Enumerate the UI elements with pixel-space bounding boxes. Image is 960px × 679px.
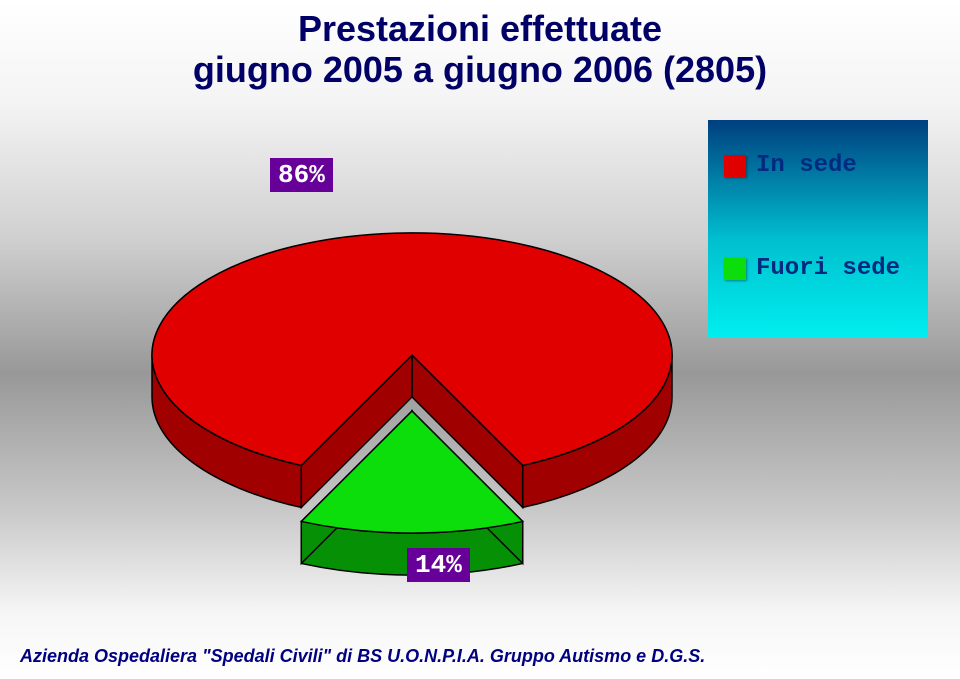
slice-label-14: 14%: [407, 548, 470, 582]
footer-text: Azienda Ospedaliera "Spedali Civili" di …: [0, 646, 705, 667]
pie-chart: [112, 185, 712, 605]
title-line-2: giugno 2005 a giugno 2006 (2805): [193, 49, 767, 90]
legend-label-fuori-sede: Fuori sede: [756, 255, 900, 282]
legend-swatch-in-sede: [724, 155, 746, 177]
legend-item-in-sede: In sede: [708, 120, 928, 179]
title-line-1: Prestazioni effettuate: [298, 8, 662, 49]
slice-label-86: 86%: [270, 158, 333, 192]
legend-item-fuori-sede: Fuori sede: [708, 179, 928, 282]
legend-swatch-fuori-sede: [724, 258, 746, 280]
chart-background: Prestazioni effettuate giugno 2005 a giu…: [0, 0, 960, 679]
legend-label-in-sede: In sede: [756, 152, 857, 179]
legend-box: In sede Fuori sede: [708, 120, 928, 338]
chart-title: Prestazioni effettuate giugno 2005 a giu…: [0, 8, 960, 91]
